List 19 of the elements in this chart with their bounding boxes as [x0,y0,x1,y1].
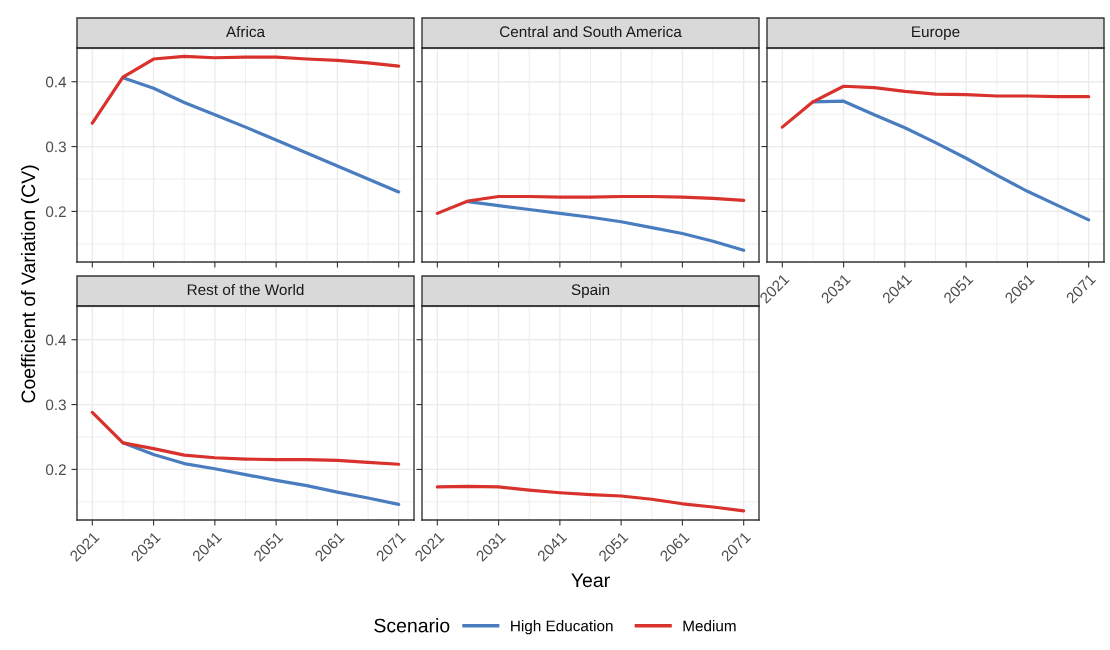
y-tick-label: 0.4 [45,334,67,346]
legend-label: High Education [511,620,613,635]
y-tick-label: 0.3 [45,141,66,153]
legend-title: Scenario [374,618,450,633]
y-tick-label: 0.2 [45,206,66,218]
y-axis-title: Coefficient of Variation (CV) [20,165,40,403]
chart-title: Rest of the World [187,283,304,296]
x-axis-title: Year [571,573,610,588]
chart-title: Central and South America [499,25,682,38]
legend-label: Medium [683,620,736,632]
chart-title: Europe [912,26,960,41]
line-series [90,410,401,466]
y-tick-label: 0.2 [45,464,66,476]
line-series [90,54,401,125]
line-series [121,76,401,194]
y-tick-label: 0.4 [45,76,67,88]
chart-title: Africa [226,25,266,38]
y-tick-label: 0.3 [45,399,66,411]
chart-title: Spain [571,283,610,299]
